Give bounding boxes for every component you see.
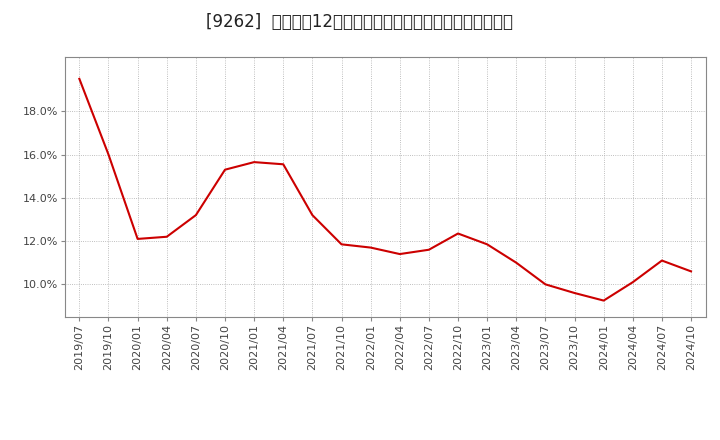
Text: [9262]  売上高の12か月移動合計の対前年同期増減率の推移: [9262] 売上高の12か月移動合計の対前年同期増減率の推移 — [207, 13, 513, 31]
